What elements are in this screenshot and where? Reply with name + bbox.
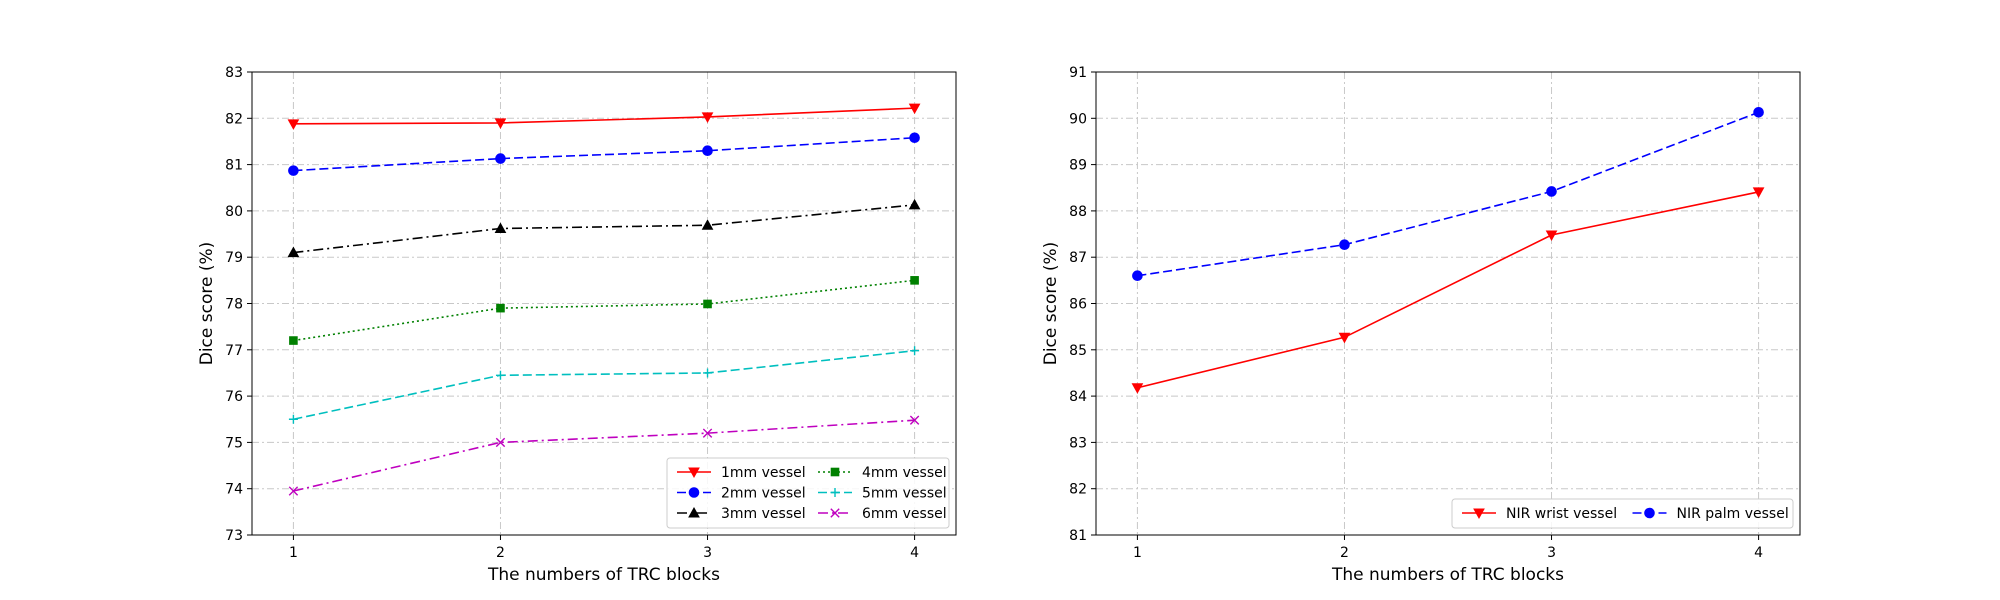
legend-nir-palm-vessel-marker <box>1644 507 1655 519</box>
series-6mm-vessel-marker <box>495 437 506 448</box>
legend-6mm-vessel-label: 6mm vessel <box>862 506 947 522</box>
chart-nir-vessel: 81 82 83 84 85 86 87 88 89 90 91 1 2 3 4 The numbers of… <box>1041 65 1801 585</box>
series-4mm-vessel-marker <box>910 276 919 285</box>
legend-5mm-vessel-label: 5mm vessel <box>862 486 947 502</box>
y-tick-label: 75 <box>225 435 243 451</box>
x-tick-label: 1 <box>1133 545 1142 561</box>
legend-nir-wrist-vessel-marker <box>1473 508 1485 520</box>
x-tick-label: 3 <box>703 545 712 561</box>
series-2mm-vessel-line <box>293 136 915 172</box>
y-tick-label: 87 <box>1069 250 1087 266</box>
plot-frame <box>251 71 957 536</box>
y-tick-label: 77 <box>225 343 243 359</box>
series-1mm-vessel-marker <box>701 112 714 123</box>
series-3mm-vessel-line <box>293 204 915 254</box>
x-axis-label: The numbers of TRC blocks <box>1331 565 1564 585</box>
y-tick-label: 82 <box>1069 482 1087 498</box>
series-6mm-vessel-marker <box>288 486 299 496</box>
y-tick-label: 89 <box>1069 158 1087 174</box>
y-tick-label: 90 <box>1069 111 1087 127</box>
series-6mm-vessel-line <box>293 419 915 492</box>
x-tick-label: 4 <box>910 545 919 561</box>
y-tick-label: 83 <box>225 65 243 81</box>
x-tick-label: 2 <box>1340 545 1349 561</box>
series-1mm-vessel-line <box>293 107 915 125</box>
legend-box <box>1451 498 1794 529</box>
series-4mm-vessel-marker <box>703 299 712 309</box>
y-tick-label: 91 <box>1069 65 1087 81</box>
x-tick-label: 4 <box>1754 545 1763 561</box>
legend-3mm-vessel-label: 3mm vessel <box>721 506 806 522</box>
series-3mm-vessel-marker <box>701 219 714 230</box>
series-4mm-vessel-marker <box>496 303 505 313</box>
series-5mm-vessel-marker <box>495 370 505 380</box>
series-5mm-vessel-marker <box>910 346 920 356</box>
plot-frame <box>1095 71 1801 536</box>
series-2mm-vessel-marker <box>288 165 299 176</box>
series-nir-palm-vessel-marker <box>1753 106 1764 118</box>
y-tick-label: 88 <box>1069 204 1087 220</box>
series-nir-palm-vessel-marker <box>1546 186 1557 197</box>
series-nir-palm-vessel-marker <box>1339 239 1350 250</box>
x-tick-label: 3 <box>1547 545 1556 561</box>
series-2mm-vessel-marker <box>702 145 713 157</box>
legend-4mm-vessel-label: 4mm vessel <box>862 465 947 481</box>
legend-5mm-vessel-marker <box>830 488 840 497</box>
y-tick-label: 83 <box>1069 435 1087 451</box>
legend-nir-wrist-vessel-label: NIR wrist vessel <box>1506 506 1617 522</box>
series-nir-wrist-vessel-marker <box>1752 187 1765 198</box>
series-6mm-vessel-marker <box>702 428 713 438</box>
y-tick-label: 74 <box>225 482 243 498</box>
legend-2mm-vessel-marker <box>688 487 700 498</box>
series-2mm-vessel-marker <box>495 153 506 164</box>
y-tick-label: 82 <box>225 111 243 127</box>
y-tick-label: 81 <box>1069 528 1087 544</box>
y-axis-label: Dice score (%) <box>1041 242 1061 366</box>
series-4mm-vessel-marker <box>289 336 298 345</box>
y-tick-label: 76 <box>225 389 243 405</box>
series-1mm-vessel-marker <box>494 118 507 129</box>
series-nir-wrist-vessel-line <box>1137 191 1759 389</box>
y-tick-label: 73 <box>225 528 243 544</box>
series-3mm-vessel-marker <box>287 246 300 258</box>
series-nir-wrist-vessel-marker <box>1545 230 1558 242</box>
legend-2mm-vessel-label: 2mm vessel <box>721 486 806 502</box>
x-axis-label: The numbers of TRC blocks <box>487 565 720 585</box>
series-3mm-vessel-marker <box>494 222 507 233</box>
legend-4mm-vessel-marker <box>830 467 840 477</box>
series-nir-palm-vessel-marker <box>1132 270 1143 282</box>
y-tick-label: 78 <box>225 297 243 313</box>
y-tick-label: 84 <box>1069 389 1087 405</box>
y-tick-label: 80 <box>225 204 243 220</box>
x-tick-label: 2 <box>496 545 505 561</box>
legend-3mm-vessel-marker <box>688 506 700 518</box>
series-2mm-vessel-marker <box>909 132 920 144</box>
series-6mm-vessel-marker <box>909 415 920 425</box>
series-1mm-vessel-marker <box>908 103 921 115</box>
y-tick-label: 79 <box>225 250 243 266</box>
y-tick-label: 85 <box>1069 343 1087 359</box>
legend-1mm-vessel-label: 1mm vessel <box>721 465 806 481</box>
series-1mm-vessel-marker <box>287 119 300 130</box>
series-4mm-vessel-line <box>293 279 915 342</box>
series-3mm-vessel-marker <box>908 198 921 210</box>
series-5mm-vessel-marker <box>288 414 298 424</box>
legend-box <box>666 457 950 529</box>
series-nir-palm-vessel-line <box>1137 111 1759 277</box>
legend-nir-palm-vessel-label: NIR palm vessel <box>1677 506 1789 522</box>
chart-vessel-size: 73 74 75 76 77 78 79 80 81 82 83 1 2 3 4 The numbers of… <box>197 65 957 585</box>
legend-1mm-vessel-marker <box>688 467 700 479</box>
series-nir-wrist-vessel-marker <box>1338 332 1351 344</box>
y-axis-label: Dice score (%) <box>197 242 217 366</box>
y-tick-label: 86 <box>1069 297 1087 313</box>
y-tick-label: 81 <box>225 158 243 174</box>
series-5mm-vessel-line <box>293 349 915 421</box>
legend-6mm-vessel-marker <box>830 508 840 518</box>
series-nir-wrist-vessel-marker <box>1131 383 1144 394</box>
series-5mm-vessel-marker <box>703 368 713 378</box>
x-tick-label: 1 <box>289 545 298 561</box>
